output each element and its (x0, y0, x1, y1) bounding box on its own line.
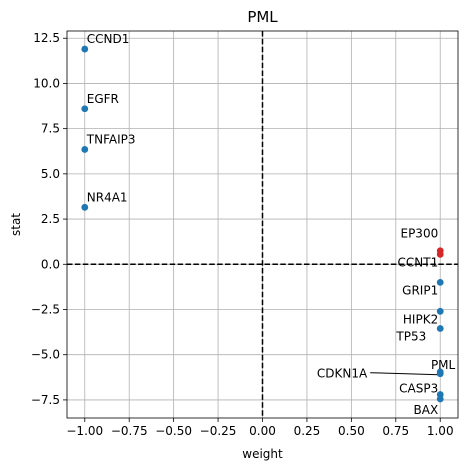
point-label: BAX (414, 403, 439, 417)
point-label: EGFR (87, 92, 119, 106)
y-axis-label: stat (9, 213, 23, 236)
y-tick-label: −7.5 (31, 393, 60, 407)
chart-title: PML (247, 8, 278, 26)
point-label: PML (431, 358, 456, 372)
x-tick-label: −0.25 (200, 424, 237, 438)
y-tick-label: 10.0 (33, 76, 60, 90)
data-points (81, 45, 444, 403)
point-label: TP53 (395, 329, 426, 343)
leader-line (370, 372, 440, 376)
x-axis-label: weight (242, 447, 283, 461)
x-tick-label: −1.00 (66, 424, 103, 438)
point-label: NR4A1 (87, 190, 128, 204)
y-axis-ticks: −7.5 −5.0 −2.5 0.0 2.5 5.0 7.5 10.0 12.5 (31, 31, 67, 407)
y-tick-label: −2.5 (31, 302, 60, 316)
data-point (436, 325, 444, 332)
x-tick-label: 0.00 (249, 424, 276, 438)
x-axis-ticks: −1.00 −0.75 −0.50 −0.25 0.00 0.25 0.50 0.75 1.00 (66, 418, 454, 438)
x-tick-label: 0.25 (294, 424, 321, 438)
data-point (436, 370, 444, 378)
point-label: CASP3 (399, 381, 438, 395)
point-label: HIPK2 (403, 312, 438, 326)
x-tick-label: 0.75 (382, 424, 409, 438)
x-tick-label: 1.00 (427, 424, 454, 438)
data-point (436, 307, 444, 315)
label-leader-lines (370, 372, 440, 376)
x-tick-label: −0.75 (111, 424, 148, 438)
y-tick-label: 12.5 (33, 31, 60, 45)
point-label: CCNT1 (398, 255, 439, 269)
x-tick-label: 0.50 (338, 424, 365, 438)
point-label: CDKN1A (317, 367, 368, 381)
data-point (436, 250, 444, 258)
data-point (81, 45, 89, 53)
data-point (81, 203, 89, 211)
data-point (436, 278, 444, 286)
reference-lines (67, 31, 458, 418)
point-label: CCND1 (87, 32, 130, 46)
data-point (81, 105, 89, 113)
data-point (81, 146, 89, 153)
y-tick-label: −5.0 (31, 348, 60, 362)
y-tick-label: 5.0 (41, 167, 60, 181)
y-tick-label: 7.5 (41, 122, 60, 136)
y-tick-label: 0.0 (41, 257, 60, 271)
point-label: TNFAIP3 (86, 132, 136, 146)
point-label: GRIP1 (402, 283, 438, 297)
data-point (436, 395, 444, 403)
point-labels: CCND1 EGFR TNFAIP3 NR4A1 EP300 CCNT1 GRIP1 HIPK… (86, 32, 456, 417)
point-label: EP300 (400, 227, 438, 241)
y-tick-label: 2.5 (41, 212, 60, 226)
x-tick-label: −0.50 (155, 424, 192, 438)
